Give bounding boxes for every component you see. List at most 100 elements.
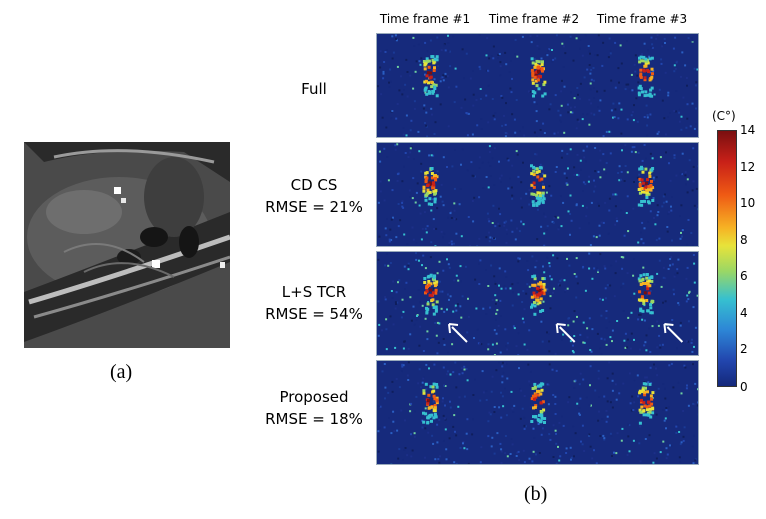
noise-pixel [448,266,451,269]
hotspot-pixel [433,200,437,204]
noise-pixel [632,207,635,210]
noise-pixel [591,328,594,331]
noise-pixel [652,461,655,464]
noise-pixel [460,106,463,109]
noise-pixel [509,177,512,180]
hotspot-pixel [640,200,644,203]
hotspot-pixel [538,74,542,78]
noise-pixel [653,179,655,181]
noise-pixel [659,346,662,349]
noise-pixel [478,342,481,345]
noise-pixel [418,204,421,207]
hotspot-pixel [541,400,545,404]
noise-pixel [377,85,379,88]
noise-pixel [632,257,635,260]
noise-pixel [594,147,597,149]
noise-pixel [463,368,466,371]
noise-pixel [440,230,443,233]
noise-pixel [391,35,394,38]
noise-pixel [688,290,691,293]
hotspot-pixel [639,283,643,286]
noise-pixel [685,387,688,390]
noise-pixel [485,399,488,401]
noise-pixel [588,433,591,436]
noise-pixel [511,455,513,458]
hotspot-pixel [430,55,434,59]
noise-pixel [611,329,614,332]
noise-pixel [657,211,660,213]
noise-pixel [392,323,395,326]
noise-pixel [402,347,405,350]
noise-pixel [537,77,539,79]
hotspot-pixel [650,86,654,90]
noise-pixel [645,376,648,379]
noise-pixel [697,208,698,211]
noise-pixel [552,58,555,61]
hotspot-pixel [648,57,652,61]
noise-pixel [504,328,507,331]
noise-pixel [608,209,611,212]
noise-pixel [506,132,509,135]
noise-pixel [561,42,564,45]
hotspot-pixel [537,68,541,72]
noise-pixel [422,107,425,110]
noise-pixel [685,340,688,343]
noise-pixel [649,113,652,116]
hotspot-pixel [539,297,543,301]
noise-pixel [664,387,667,390]
hotspot-pixel [542,282,546,286]
hotspot-pixel [647,192,651,196]
noise-pixel [591,457,594,460]
noise-pixel [493,329,496,332]
noise-pixel [670,362,673,365]
noise-pixel [392,420,395,423]
time-frame-map [593,361,698,464]
noise-pixel [557,109,560,112]
noise-pixel [626,454,629,456]
noise-pixel [424,456,426,459]
noise-pixel [642,266,645,269]
noise-pixel [567,401,570,404]
noise-pixel [453,217,456,220]
noise-pixel [409,74,412,77]
noise-pixel [697,165,698,168]
noise-pixel [697,413,698,416]
noise-pixel [512,325,515,328]
noise-pixel [430,209,433,212]
noise-pixel [487,186,490,189]
noise-pixel [675,432,678,434]
hotspot-pixel [532,192,536,196]
hotspot-pixel [434,305,438,309]
noise-pixel [481,161,484,164]
hotspot-pixel [533,304,537,308]
noise-pixel [517,354,520,355]
hotspot-pixel [431,303,435,307]
noise-pixel [493,406,496,408]
noise-pixel [564,289,567,292]
noise-pixel [686,266,689,269]
noise-pixel [487,420,490,423]
hotspot-pixel [533,382,537,386]
hotspot-pixel [540,63,544,67]
noise-pixel [476,124,479,127]
noise-pixel [498,53,501,55]
noise-pixel [684,174,687,177]
hotspot-pixel [530,420,534,423]
noise-pixel [522,290,525,293]
hotspot-pixel [435,385,439,389]
noise-pixel [593,113,596,116]
noise-pixel [526,283,529,286]
noise-pixel [511,164,514,167]
noise-pixel [679,215,682,218]
noise-pixel [598,396,601,399]
noise-pixel [424,91,427,94]
noise-pixel [635,97,638,100]
noise-pixel [562,201,565,204]
hotspot-pixel [538,413,541,417]
noise-pixel [560,415,563,418]
noise-pixel [392,410,395,413]
noise-pixel [511,291,514,294]
noise-pixel [563,131,566,134]
noise-pixel [509,87,512,90]
hotspot-pixel [643,190,647,194]
